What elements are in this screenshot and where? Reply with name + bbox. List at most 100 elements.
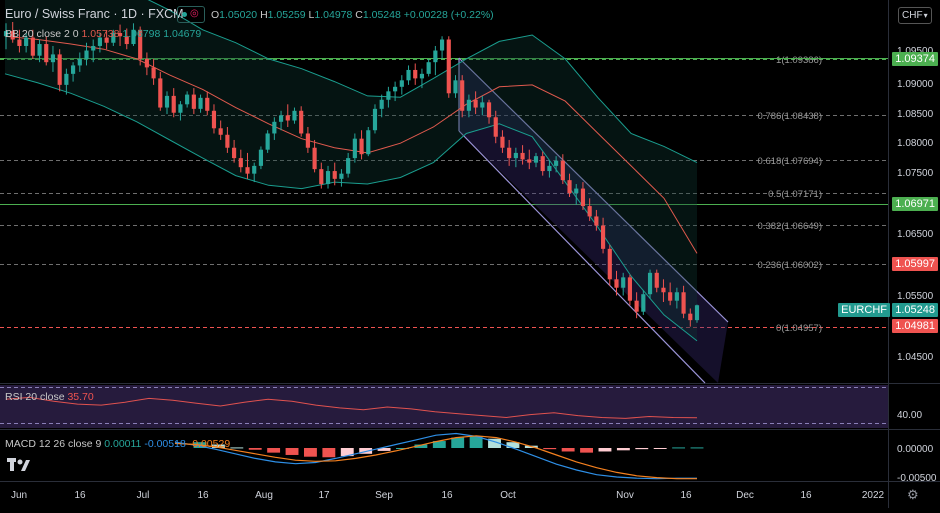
candle-body xyxy=(158,78,163,108)
bb-lower-value: 1.04679 xyxy=(163,28,202,40)
fib-level-label: 0.786(1.08438) xyxy=(758,111,822,122)
macd-histogram-bar xyxy=(359,448,373,454)
candle-body xyxy=(77,58,82,66)
candle-body xyxy=(124,36,129,45)
time-tick-label: 2022 xyxy=(862,490,885,501)
candle-body xyxy=(413,69,418,79)
price-tick-label: 1.08000 xyxy=(897,138,934,149)
channel-upper-line xyxy=(458,57,729,323)
price-tick-label: 1.08500 xyxy=(897,109,934,120)
candle-body xyxy=(44,44,49,63)
fib-level-label: 0(1.04957) xyxy=(776,323,822,334)
candle-body xyxy=(312,147,317,170)
candle-body xyxy=(694,305,700,321)
time-tick-label: 16 xyxy=(197,490,209,501)
candle-body xyxy=(91,45,96,51)
interval-label[interactable]: 1D xyxy=(121,7,138,21)
candle-body xyxy=(117,33,123,37)
macd-label: MACD 12 26 close 9 xyxy=(5,438,102,450)
time-tick-label: 16 xyxy=(800,490,812,501)
fib-levels-layer: 1(1.09386) 0.786(1.08438) 0.618(1.07694) 0.… xyxy=(0,55,888,334)
low-value: 1.04978 xyxy=(314,9,353,21)
candle-body xyxy=(386,91,391,100)
candle-body xyxy=(607,248,612,280)
time-tick-label: Jun xyxy=(11,490,27,501)
visibility-toggle[interactable]: ◎ xyxy=(177,6,205,23)
macd-histogram-bar xyxy=(598,448,612,452)
candle-body xyxy=(473,99,478,108)
rsi-line xyxy=(5,396,698,419)
candle-body xyxy=(567,180,572,194)
macd-histogram-bar xyxy=(690,447,704,449)
candle-body xyxy=(10,31,15,40)
price-chip-red-level: 1.05997 xyxy=(892,257,938,271)
candle-body xyxy=(533,156,539,163)
macd-histogram-bar xyxy=(451,437,465,448)
bb-basis-value: 1.05738 xyxy=(81,28,120,40)
settings-gear-icon[interactable]: ⚙ xyxy=(907,487,919,502)
bollinger-basis-line xyxy=(4,35,698,254)
price-tick-label: 1.05500 xyxy=(897,291,934,302)
candle-body xyxy=(252,165,257,174)
candle-body xyxy=(339,173,344,179)
symbol-tag: EURCHF xyxy=(838,303,890,317)
candle-body xyxy=(232,147,237,159)
time-tick-label: Aug xyxy=(255,490,273,501)
candle-body xyxy=(547,165,552,172)
candle-body xyxy=(406,69,411,81)
candle-body xyxy=(218,128,223,135)
candle-body xyxy=(393,86,398,92)
bb-label: BB 20 close 2 0 xyxy=(5,28,79,40)
bb-legend[interactable]: BB 20 close 2 0 1.05738 1.06798 1.04679 xyxy=(5,28,201,40)
macd-histogram-bar xyxy=(414,444,428,448)
candle-body xyxy=(225,134,230,148)
symbol-title[interactable]: Euro / Swiss Franc xyxy=(5,7,110,21)
fib-level-label: 0.236(1.06002) xyxy=(758,260,822,271)
candle-body xyxy=(433,50,438,63)
title-separator: · xyxy=(140,7,145,21)
candle-body xyxy=(446,39,451,94)
tradingview-logo[interactable] xyxy=(7,456,31,476)
rsi-label: RSI 20 close xyxy=(5,391,65,403)
candle-body xyxy=(50,54,56,63)
rsi-legend[interactable]: RSI 20 close 35.70 xyxy=(5,391,94,403)
macd-histogram-bar xyxy=(616,448,630,451)
fib-level-label: 0.618(1.07694) xyxy=(758,156,822,167)
candle-body xyxy=(513,152,518,159)
ohlc-readout: O1.05020 H1.05259 L1.04978 C1.05248 +0.0… xyxy=(211,9,494,21)
macd-legend[interactable]: MACD 12 26 close 9 0.00011 -0.00518 -0.0… xyxy=(5,438,230,450)
macd-histogram-bar xyxy=(506,442,520,448)
candle-body xyxy=(654,272,659,288)
chart-indicator-dot xyxy=(182,12,187,17)
time-tick-label: Dec xyxy=(736,490,754,501)
candle-body xyxy=(540,156,545,172)
macd-histogram-bar xyxy=(396,448,409,449)
candle-body xyxy=(211,110,217,129)
candle-body xyxy=(681,292,686,314)
candle-body xyxy=(520,152,525,160)
candle-body xyxy=(245,167,250,174)
macd-histogram-bar xyxy=(580,448,593,453)
currency-button[interactable]: CHF▾ xyxy=(898,7,932,24)
candle-body xyxy=(319,169,324,185)
candle-body xyxy=(359,138,364,155)
candle-body xyxy=(426,62,431,74)
macd-histogram-bar xyxy=(211,444,225,448)
rsi-band-fill xyxy=(0,385,888,428)
bb-upper-value: 1.06798 xyxy=(122,28,161,40)
candle-body xyxy=(621,277,626,288)
bollinger-upper-line xyxy=(147,0,698,164)
macd-histogram-bar xyxy=(543,448,557,450)
candle-body xyxy=(627,277,632,301)
macd-histogram-bar xyxy=(248,448,262,450)
candle-body xyxy=(399,80,404,87)
candle-body xyxy=(104,37,109,43)
macd-histogram-bar xyxy=(230,447,244,449)
candle-body xyxy=(144,58,149,68)
macd-histogram-bar xyxy=(267,448,281,453)
candle-body xyxy=(191,94,196,109)
candle-body xyxy=(634,300,639,312)
candle-body xyxy=(84,50,89,59)
